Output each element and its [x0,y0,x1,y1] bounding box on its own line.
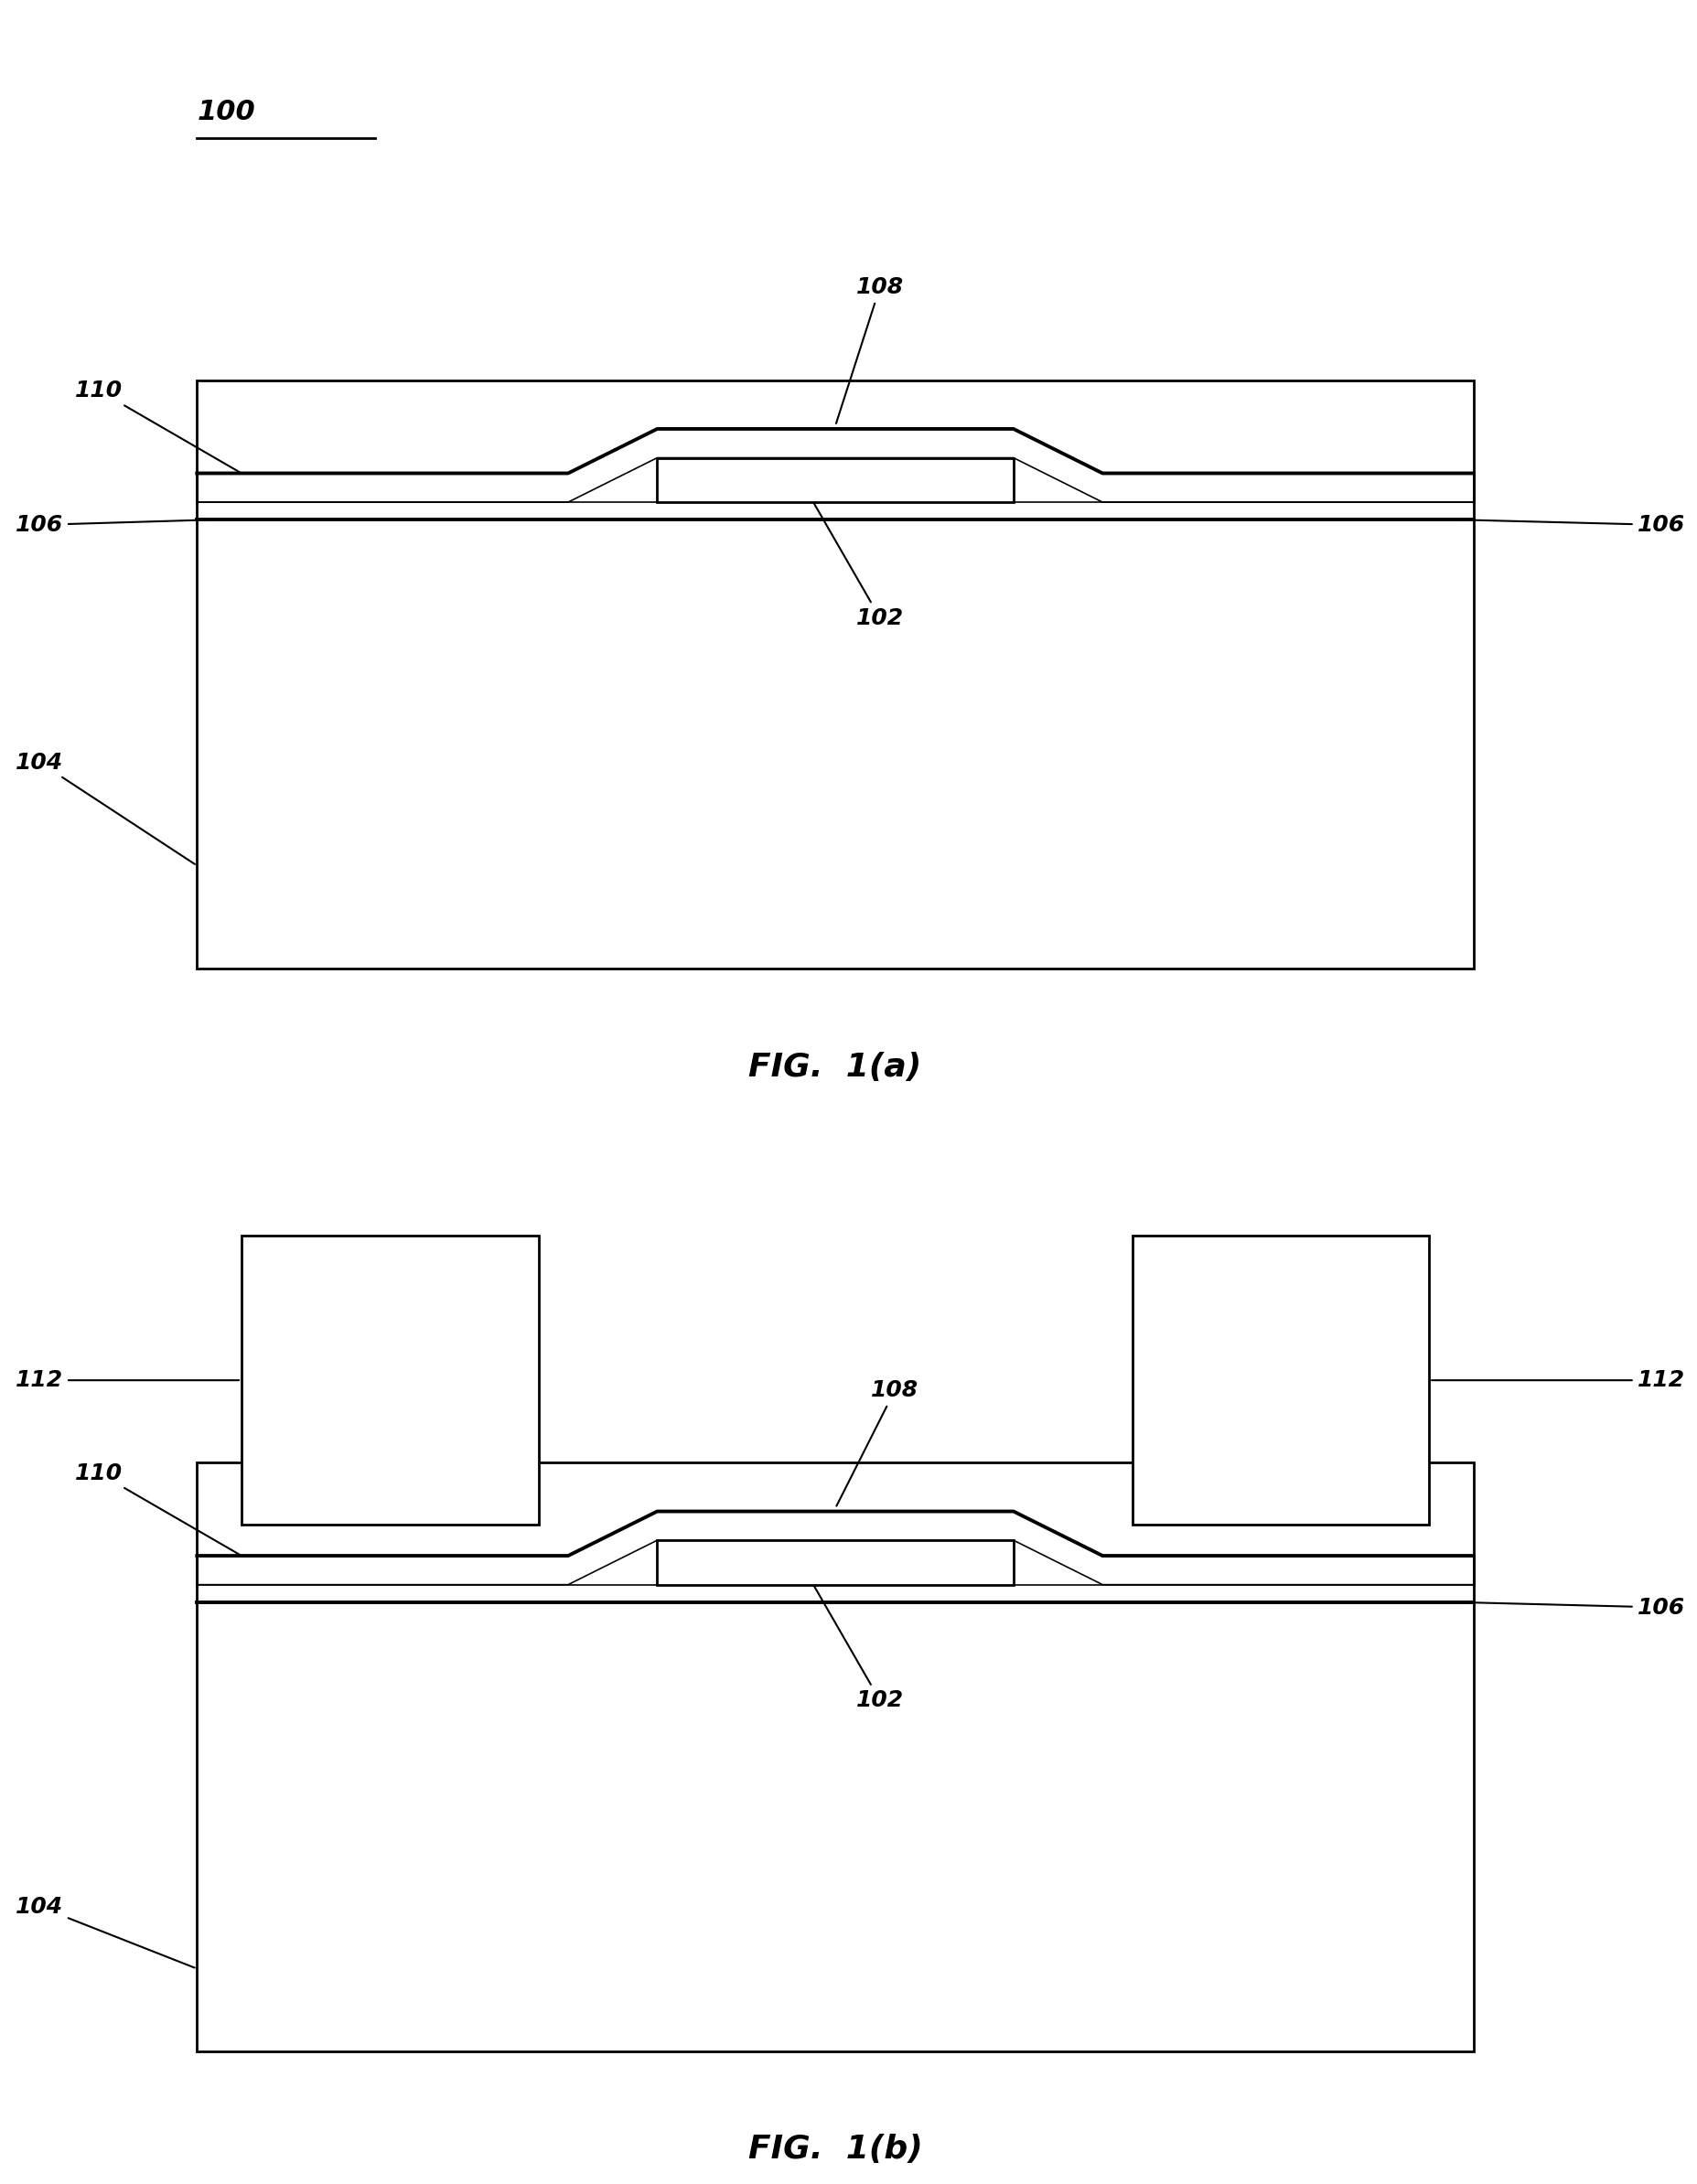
Bar [657,459,1013,502]
Text: 112: 112 [15,1369,239,1391]
Text: 102: 102 [806,1572,905,1712]
Bar [197,1463,1473,2051]
Text: 112: 112 [1432,1369,1685,1391]
Text: 108: 108 [837,277,905,424]
Text: 106: 106 [1461,1597,1685,1618]
Text: 106: 106 [1461,513,1685,535]
Text: 104: 104 [15,751,195,865]
Text: 110: 110 [75,1463,239,1555]
Bar [241,1236,538,1524]
Text: 110: 110 [75,380,239,472]
Text: 102: 102 [806,491,905,629]
Bar [1132,1236,1429,1524]
Bar [657,1540,1013,1586]
Bar [197,380,1473,970]
Text: 100: 100 [197,98,255,124]
Text: FIG.  1(b): FIG. 1(b) [748,2134,923,2164]
Text: 108: 108 [837,1380,918,1507]
Text: 106: 106 [15,513,209,535]
Text: FIG.  1(a): FIG. 1(a) [748,1051,921,1083]
Text: 104: 104 [15,1896,195,1968]
